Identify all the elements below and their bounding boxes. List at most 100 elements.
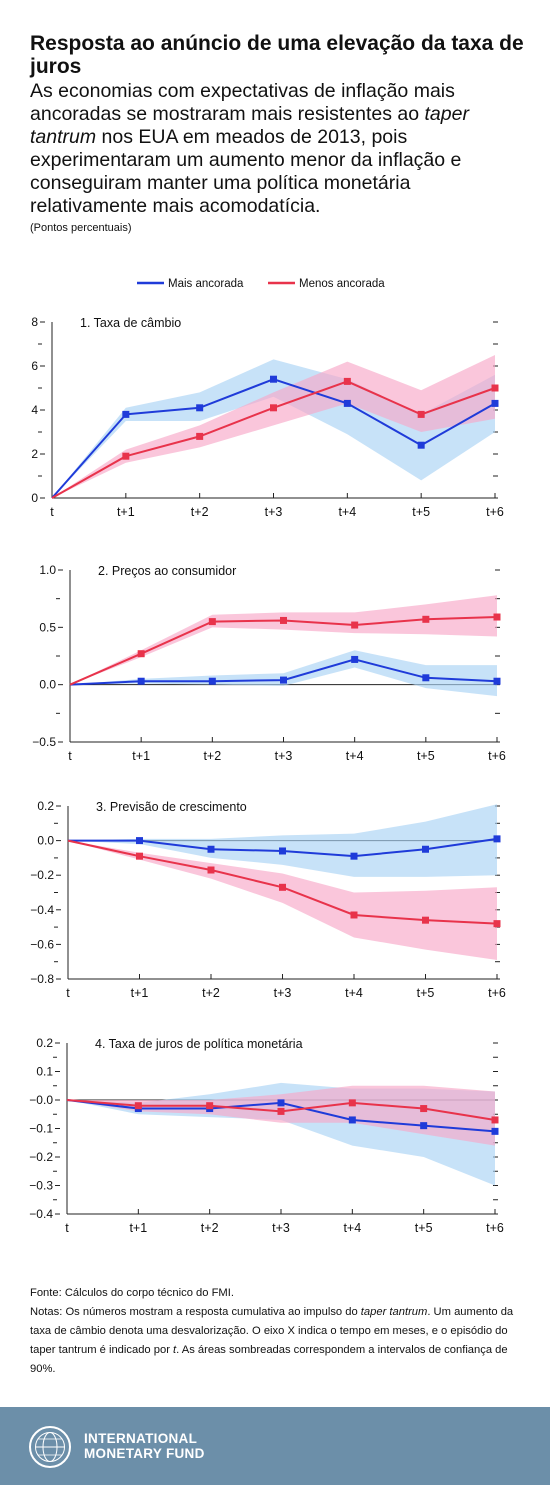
data-point-mais-ancorada: [493, 677, 501, 685]
y-tick-label: 1.0: [39, 563, 56, 577]
x-tick-label: t+2: [202, 986, 220, 1000]
data-point-menos-ancorada: [277, 1107, 285, 1115]
page-subtitle: As economias com expectativas de inflaçã…: [30, 80, 530, 218]
data-point-mais-ancorada: [420, 1122, 428, 1130]
data-point-mais-ancorada: [208, 677, 216, 685]
subtitle-emphasis: taper tantrum: [30, 103, 469, 148]
x-tick-label: t+1: [129, 1221, 147, 1235]
y-tick-label: 8: [31, 315, 38, 329]
y-tick-label: −0.4: [30, 903, 54, 917]
y-tick-label: 0.0: [37, 834, 54, 848]
data-point-mais-ancorada: [280, 676, 287, 684]
data-point-menos-ancorada: [122, 452, 130, 460]
x-tick-label: t+2: [203, 749, 221, 763]
x-tick-label: t+4: [345, 986, 363, 1000]
data-point-mais-ancorada: [122, 410, 130, 418]
data-point-mais-ancorada: [136, 837, 143, 845]
chart-panel-4: 4. Taxa de juros de política monetária −0…: [29, 1036, 504, 1235]
data-point-mais-ancorada: [350, 852, 358, 860]
data-point-menos-ancorada: [208, 618, 216, 626]
data-point-menos-ancorada: [270, 404, 277, 412]
subtitle-part-2: nos EUA em meados de 2013, pois experime…: [30, 126, 462, 217]
data-point-mais-ancorada: [348, 1116, 356, 1124]
units-label: (Pontos percentuais): [30, 222, 132, 234]
data-point-menos-ancorada: [491, 1116, 499, 1124]
org-name-line-1: INTERNATIONAL: [84, 1431, 198, 1446]
x-tick-label: t+4: [343, 1221, 361, 1235]
data-point-menos-ancorada: [134, 1102, 142, 1110]
y-tick-label: −0.6: [30, 937, 54, 951]
x-tick-label: t: [66, 986, 70, 1000]
notes-emphasis-t: t: [173, 1344, 177, 1356]
data-point-menos-ancorada: [351, 621, 359, 629]
x-tick-label: t+1: [131, 986, 149, 1000]
data-point-mais-ancorada: [422, 674, 430, 682]
panel-title: 4. Taxa de juros de política monetária: [95, 1037, 303, 1051]
data-point-mais-ancorada: [207, 845, 215, 853]
x-tick-label: t+5: [415, 1221, 433, 1235]
x-tick-label: t+5: [412, 505, 430, 519]
data-point-menos-ancorada: [279, 883, 286, 891]
chart-panel-1: 1. Taxa de câmbio 0 2 4 6 8 t t+1 t+2 t+3 t+4 t+5 t+…: [31, 315, 504, 519]
data-point-menos-ancorada: [207, 866, 215, 874]
data-point-mais-ancorada: [491, 1127, 499, 1135]
org-name-line-2: MONETARY FUND: [84, 1446, 205, 1461]
y-tick-label: −0.2: [29, 1150, 53, 1164]
notes-block: Fonte: Cálculos do corpo técnico do FMI.…: [30, 1284, 525, 1379]
confidence-band-menos-ancorada: [52, 355, 495, 498]
legend-label-mais-ancorada: Mais ancorada: [168, 278, 244, 290]
confidence-band-menos-ancorada: [70, 595, 497, 685]
y-tick-label: 0.2: [37, 799, 54, 813]
data-point-menos-ancorada: [206, 1102, 214, 1110]
y-tick-label: −0.1: [29, 1122, 53, 1136]
notes-part-1: Notas: Os números mostram a resposta cum…: [30, 1306, 361, 1318]
confidence-band-menos-ancorada: [67, 1085, 495, 1146]
chart-panel-3: 3. Previsão de crescimento −0.8 −0.6 −0.4 −0…: [30, 799, 506, 1000]
confidence-band-mais-ancorada: [68, 804, 497, 877]
x-tick-label: t+6: [488, 986, 506, 1000]
source-note: Fonte: Cálculos do corpo técnico do FMI.: [30, 1287, 234, 1299]
legend: Mais ancorada Menos ancorada: [137, 278, 385, 290]
data-point-menos-ancorada: [196, 432, 204, 440]
imf-seal-icon: [29, 1426, 71, 1468]
x-tick-label: t+1: [117, 505, 135, 519]
method-note: Notas: Os números mostram a resposta cum…: [30, 1303, 525, 1379]
notes-part-2: . Um aumento da taxa de câmbio denota um…: [30, 1306, 514, 1356]
y-tick-label: −0.0: [29, 1093, 53, 1107]
x-tick-label: t+2: [201, 1221, 219, 1235]
data-point-menos-ancorada: [343, 377, 351, 385]
y-tick-label: 0.0: [39, 678, 56, 692]
x-tick-label: t+5: [417, 986, 435, 1000]
x-tick-label: t: [65, 1221, 69, 1235]
y-tick-label: −0.5: [32, 735, 56, 749]
data-point-menos-ancorada: [417, 410, 425, 418]
y-tick-label: 6: [31, 359, 38, 373]
data-point-mais-ancorada: [137, 677, 145, 685]
y-tick-label: −0.2: [30, 868, 54, 882]
data-point-mais-ancorada: [417, 441, 425, 449]
x-tick-label: t+3: [265, 505, 283, 519]
data-point-mais-ancorada: [422, 845, 429, 853]
x-tick-label: t+6: [486, 505, 504, 519]
data-point-menos-ancorada: [491, 384, 499, 392]
x-tick-label: t: [50, 505, 54, 519]
data-point-menos-ancorada: [493, 920, 501, 928]
data-point-mais-ancorada: [343, 399, 351, 407]
y-tick-label: 4: [31, 403, 38, 417]
x-tick-label: t+6: [488, 749, 506, 763]
org-name: INTERNATIONAL MONETARY FUND: [84, 1431, 205, 1461]
data-point-menos-ancorada: [280, 616, 287, 624]
y-tick-label: 0: [31, 491, 38, 505]
x-tick-label: t+2: [191, 505, 209, 519]
y-tick-label: −0.8: [30, 972, 54, 986]
data-point-menos-ancorada: [137, 650, 145, 658]
chart-panels: Mais ancorada Menos ancorada 1. Taxa de câ…: [29, 278, 506, 1235]
confidence-band-mais-ancorada: [70, 650, 497, 697]
data-point-menos-ancorada: [348, 1099, 356, 1107]
data-point-mais-ancorada: [351, 655, 359, 663]
y-tick-label: 2: [31, 447, 38, 461]
panel-title: 1. Taxa de câmbio: [80, 316, 181, 330]
data-point-menos-ancorada: [350, 911, 358, 919]
y-tick-label: 0.2: [36, 1036, 53, 1050]
subtitle-part-1: As economias com expectativas de inflaçã…: [30, 80, 455, 125]
